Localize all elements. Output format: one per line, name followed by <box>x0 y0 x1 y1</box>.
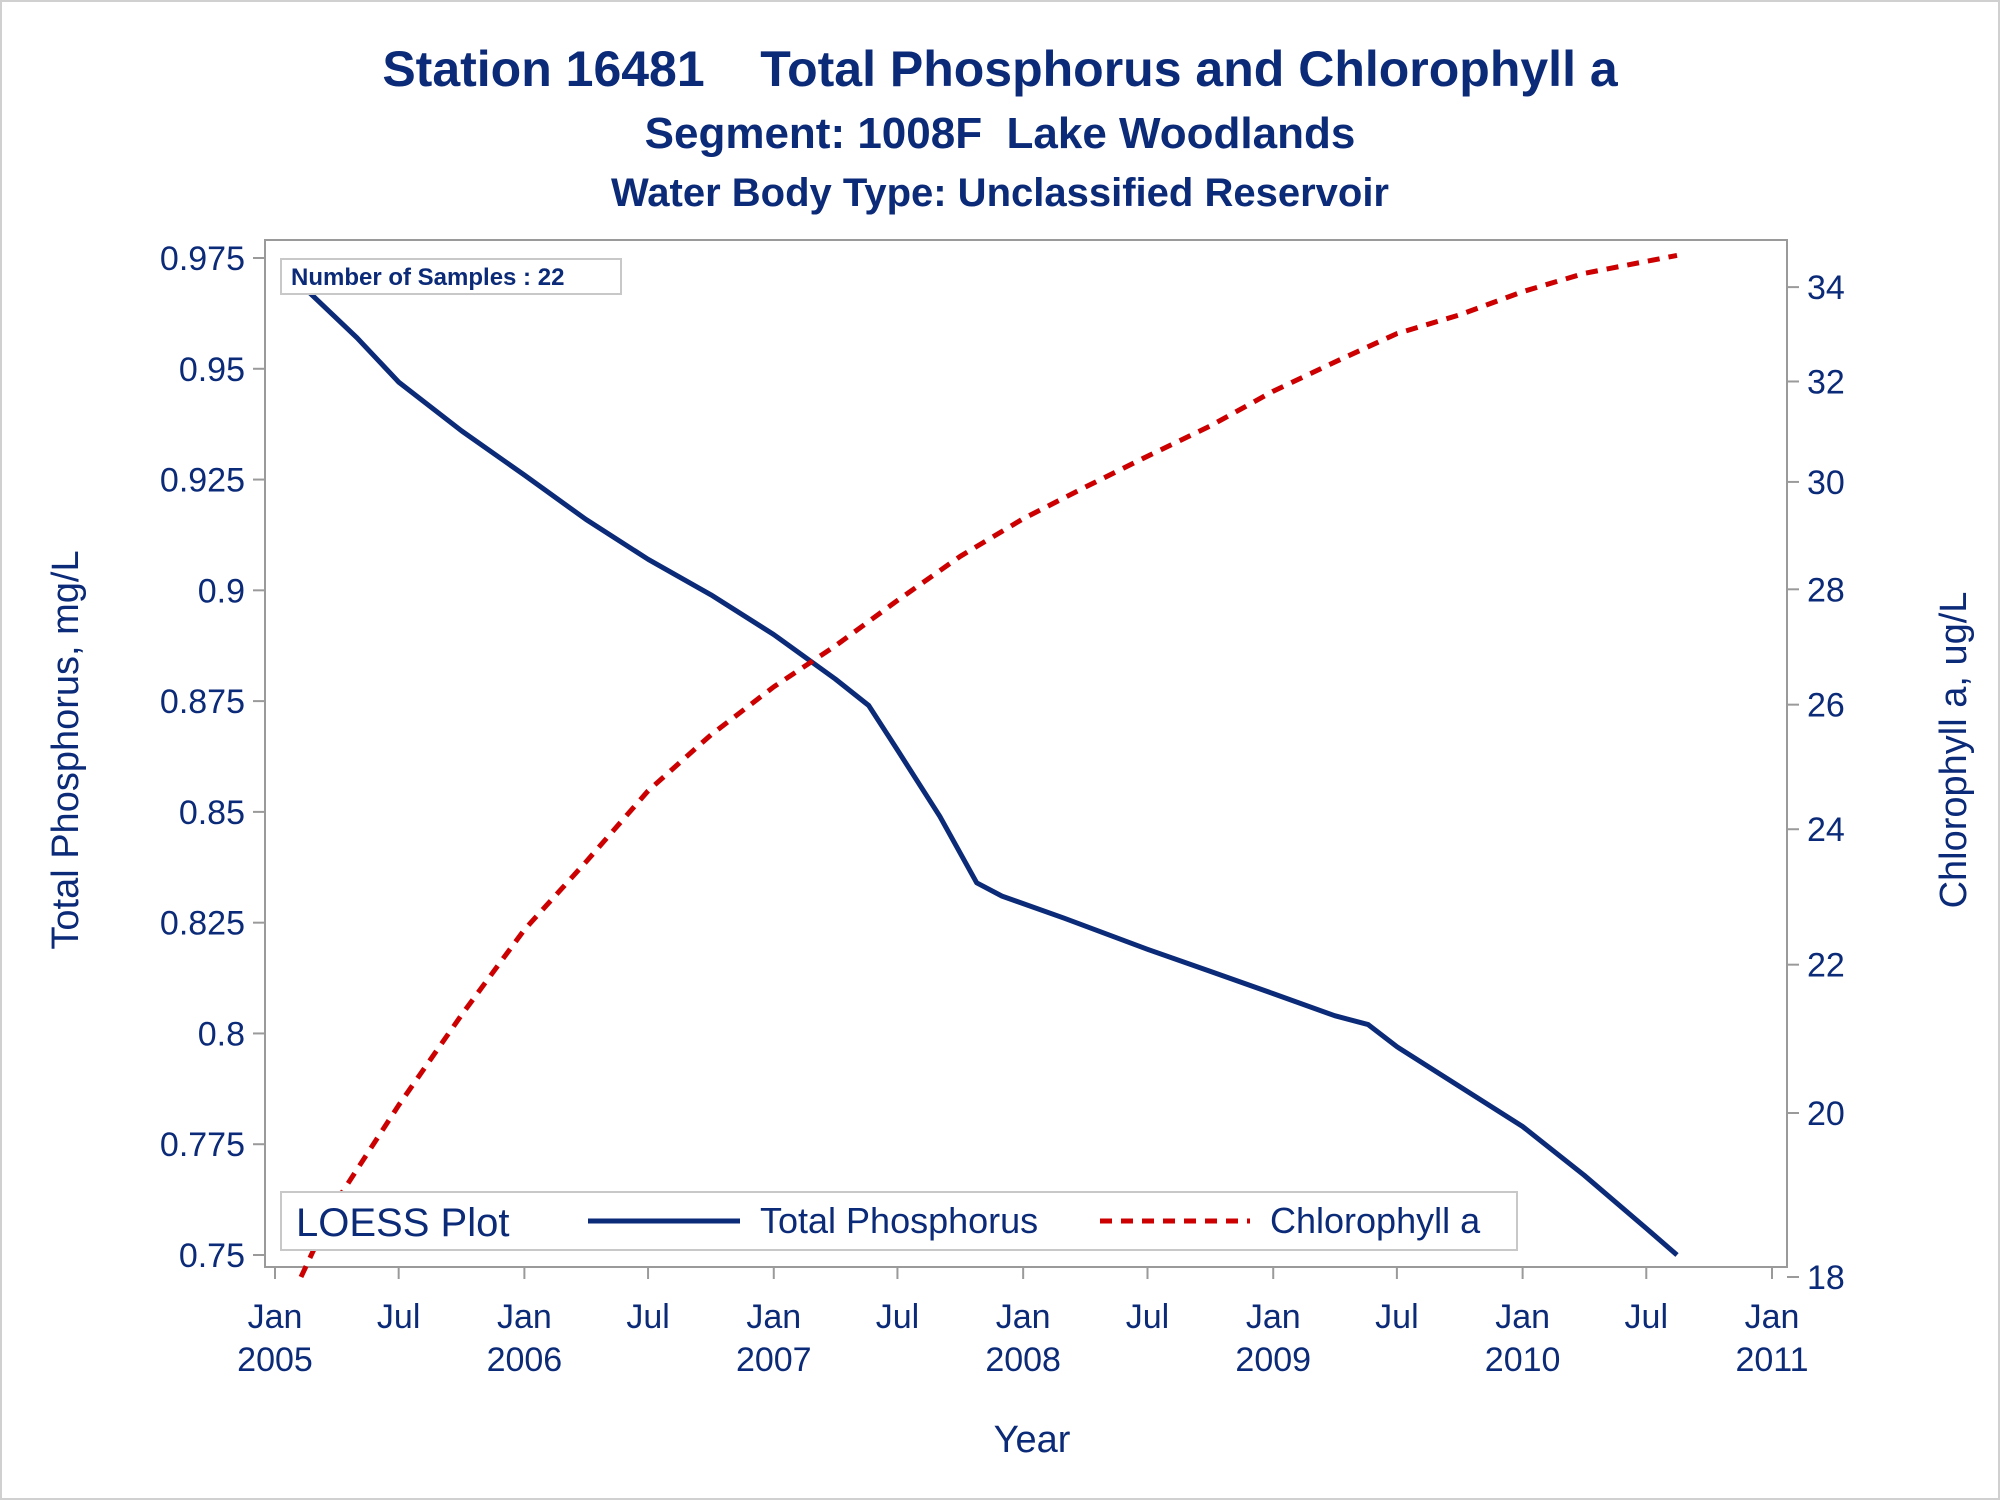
y2-tick-label: 28 <box>1807 571 1845 609</box>
series-line-chlorophyll-a <box>298 252 1678 1279</box>
y-tick-label: 0.95 <box>179 351 245 389</box>
y2-tick-label: 34 <box>1807 269 1845 307</box>
y-tick-label: 0.8 <box>198 1015 245 1053</box>
y-tick-label: 0.9 <box>198 572 245 610</box>
y2-tick-label: 26 <box>1807 687 1845 725</box>
x-tick-label-month: Jul <box>1126 1298 1169 1336</box>
x-tick-label-year: 2005 <box>237 1341 313 1379</box>
series-lines <box>298 252 1679 1279</box>
y2-tick-label: 32 <box>1807 363 1845 401</box>
y2-axis: 18 20 22 24 26 28 30 32 34 <box>1787 269 1845 1297</box>
samples-inset-label: Number of Samples : 22 <box>291 264 564 291</box>
legend-box <box>280 1191 1518 1251</box>
y-tick-label: 0.975 <box>160 240 245 278</box>
x-tick-label-month: Jan <box>746 1298 801 1336</box>
x-tick-label-month: Jan <box>1495 1298 1550 1336</box>
x-tick-label-month: Jul <box>377 1298 420 1336</box>
legend-label-total-phosphorus: Total Phosphorus <box>760 1200 1038 1241</box>
x-tick-label-year: 2007 <box>736 1341 812 1379</box>
x-tick-label-year: 2006 <box>487 1341 563 1379</box>
x-tick-label-month: Jan <box>1246 1298 1301 1336</box>
x-tick-label-year: 2008 <box>985 1341 1061 1379</box>
x-tick-label-month: Jan <box>996 1298 1051 1336</box>
y2-axis-label: Chlorophyll a, ug/L <box>1933 592 1975 909</box>
y-tick-label: 0.85 <box>179 794 245 832</box>
chart-subtitle: Segment: 1008F Lake Woodlands <box>645 109 1356 158</box>
x-tick-label-month: Jul <box>1375 1298 1418 1336</box>
x-axis-label: Year <box>994 1419 1071 1461</box>
x-tick-label-month: Jul <box>626 1298 669 1336</box>
y-tick-label: 0.825 <box>160 905 245 943</box>
x-tick-label-month: Jul <box>1625 1298 1668 1336</box>
x-tick-label-month: Jul <box>876 1298 919 1336</box>
y-tick-label: 0.925 <box>160 462 245 500</box>
y-axis-label: Total Phosphorus, mg/L <box>45 550 87 949</box>
plot-area <box>264 239 1788 1268</box>
legend-title: LOESS Plot <box>296 1201 509 1245</box>
x-tick-label-month: Jan <box>497 1298 552 1336</box>
x-tick-label-month: Jan <box>1745 1298 1800 1336</box>
y2-tick-label: 20 <box>1807 1095 1845 1133</box>
y2-tick-label: 22 <box>1807 947 1845 985</box>
x-tick-label-year: 2010 <box>1485 1341 1561 1379</box>
legend-label-chlorophyll-a: Chlorophyll a <box>1270 1200 1481 1241</box>
y2-tick-label: 30 <box>1807 464 1845 502</box>
x-tick-label-year: 2011 <box>1735 1341 1808 1379</box>
y-axis: 0.75 0.775 0.8 0.825 0.85 0.875 0.9 0.925 0.95 0.… <box>160 240 265 1275</box>
chart-title: Station 16481 Total Phosphorus and Chlor… <box>382 41 1619 97</box>
series-line-total-phosphorus <box>299 282 1679 1257</box>
x-tick-label-month: Jan <box>248 1298 303 1336</box>
x-tick-label-year: 2009 <box>1235 1341 1311 1379</box>
y-tick-label: 0.75 <box>179 1237 245 1275</box>
y2-tick-label: 24 <box>1807 811 1845 849</box>
y-tick-label: 0.775 <box>160 1126 245 1164</box>
y2-tick-label: 18 <box>1807 1259 1845 1297</box>
chart-subtitle2: Water Body Type: Unclassified Reservoir <box>611 171 1389 215</box>
y-tick-label: 0.875 <box>160 683 245 721</box>
samples-inset-box <box>280 258 622 295</box>
x-axis: Jan 2005 Jul Jan 2006 Jul Jan 2007 Jul Jan 2008 Jul… <box>237 1267 1809 1379</box>
